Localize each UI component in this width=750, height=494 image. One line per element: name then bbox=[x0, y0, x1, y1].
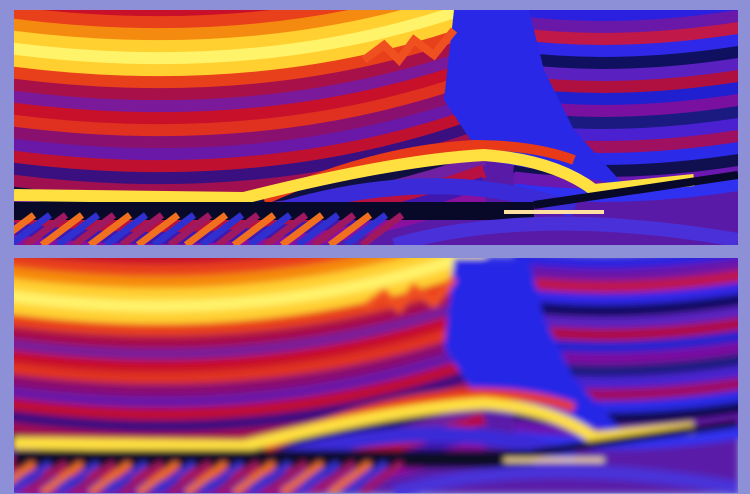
seismic-image bbox=[0, 0, 750, 494]
layers bbox=[0, 0, 750, 251]
highlight bbox=[504, 458, 604, 462]
top-panel bbox=[0, 0, 750, 251]
highlight bbox=[504, 210, 604, 214]
page: (() => { JSON.parse(document.getElementB… bbox=[0, 0, 750, 494]
